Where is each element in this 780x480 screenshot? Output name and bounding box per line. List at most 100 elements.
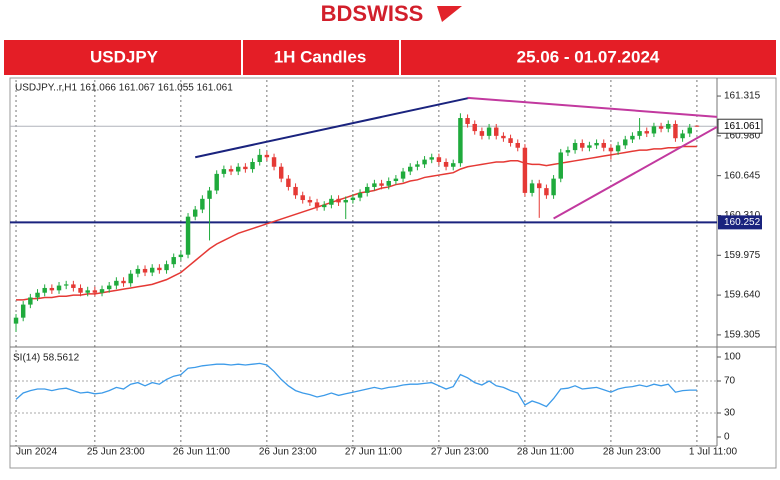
candle-body: [515, 142, 520, 148]
candle-body: [250, 161, 255, 170]
candle-body: [56, 285, 62, 291]
candle-body: [243, 166, 248, 170]
candle-body: [114, 280, 119, 286]
trend-line: [194, 96, 470, 159]
candle-body: [71, 284, 76, 288]
candle-body: [422, 159, 427, 165]
candle-body: [286, 178, 291, 187]
candle-body: [551, 178, 556, 196]
candle-body: [651, 126, 657, 134]
candle-body: [357, 192, 363, 198]
candle-body: [264, 154, 270, 158]
y-tick-label: 159.640: [724, 290, 761, 301]
candle-body: [615, 145, 621, 152]
candle-body: [128, 273, 133, 284]
x-tick-label: 27 Jun 23:00: [431, 447, 489, 458]
candle-body: [451, 163, 456, 167]
candle-body: [544, 188, 549, 196]
candle-body: [157, 267, 162, 271]
candle-body: [529, 183, 535, 193]
candle-body: [458, 118, 463, 164]
candle-body: [572, 142, 578, 151]
candle-body: [601, 142, 606, 148]
y-tick-label: 0: [724, 432, 730, 443]
candle-body: [214, 173, 219, 191]
header-cell: USDJPY: [90, 47, 159, 66]
candle-body: [673, 123, 678, 139]
candle-body: [322, 204, 327, 208]
candle-body: [436, 157, 442, 162]
header-cell: 25.06 - 01.07.2024: [517, 47, 660, 66]
y-tick-label: 70: [724, 376, 736, 387]
x-tick-label: 25 Jun 23:00: [87, 447, 145, 458]
moving-average: [16, 145, 697, 301]
y-tick-label: 160.645: [724, 170, 761, 181]
y-tick-label: 30: [724, 408, 736, 419]
candle-body: [178, 254, 184, 258]
logo-mark: [437, 6, 462, 22]
candle-body: [508, 138, 513, 143]
candle-body: [135, 268, 141, 274]
candle-body: [386, 181, 391, 186]
trend-line: [467, 96, 718, 118]
x-tick-label: 27 Jun 11:00: [345, 447, 403, 458]
candle-body: [494, 127, 499, 136]
candle-body: [558, 152, 563, 179]
logo-text: BDSWISS: [321, 1, 424, 26]
candle-body: [429, 157, 434, 160]
candle-body: [400, 171, 406, 179]
candle-body: [486, 127, 492, 136]
candle-body: [106, 285, 112, 290]
rsi-title: SI(14) 58.5612: [13, 353, 80, 364]
candle-body: [565, 150, 571, 153]
y-tick-label: 100: [724, 352, 741, 363]
support-price-label: 160.252: [724, 217, 761, 228]
support-price-box: [718, 215, 762, 230]
candle-body: [379, 183, 384, 186]
x-tick-label: 28 Jun 11:00: [517, 447, 575, 458]
header-cell: 1H Candles: [274, 47, 367, 66]
candle-body: [99, 289, 105, 293]
x-tick-label: 1 Jul 11:00: [689, 447, 738, 458]
candle-body: [49, 287, 55, 291]
plot: Jun 2024 25 Jun 23:00 26 Jun 11:00 26 Jun 2…: [10, 80, 763, 458]
candle-body: [372, 183, 377, 187]
candle-body: [608, 147, 614, 152]
candle-body: [393, 178, 399, 182]
x-tick-label: Jun 2024: [16, 447, 58, 458]
candle-body: [666, 123, 671, 129]
candle-body: [537, 183, 542, 189]
candle-body: [343, 200, 348, 203]
candle-body: [149, 267, 155, 273]
candle-body: [271, 157, 277, 167]
candle-body: [580, 142, 585, 148]
candle-body: [630, 135, 635, 140]
candle-body: [479, 131, 485, 136]
x-tick-label: 26 Jun 11:00: [173, 447, 231, 458]
candle-body: [415, 164, 420, 167]
candle-body: [501, 135, 506, 139]
candle-body: [13, 317, 19, 324]
candle-body: [314, 202, 320, 208]
candle-body: [336, 198, 341, 203]
candle-body: [658, 126, 664, 129]
candle-body: [644, 131, 649, 134]
candle-body: [78, 287, 83, 293]
candle-body: [293, 186, 298, 196]
candle-body: [20, 304, 26, 318]
last-price-box: [717, 118, 763, 134]
x-tick-label: 28 Jun 23:00: [603, 447, 661, 458]
candle-body: [694, 125, 700, 127]
candle-body: [465, 118, 470, 124]
header-bar: [4, 40, 776, 75]
candle-body: [594, 142, 599, 146]
candle-body: [587, 145, 592, 148]
candle-body: [228, 169, 234, 172]
candle-body: [185, 216, 191, 255]
candle-body: [92, 290, 98, 293]
candle-body: [307, 200, 313, 203]
candle-body: [28, 297, 33, 305]
y-tick-label: 159.305: [724, 330, 761, 341]
candle-body: [164, 264, 169, 271]
